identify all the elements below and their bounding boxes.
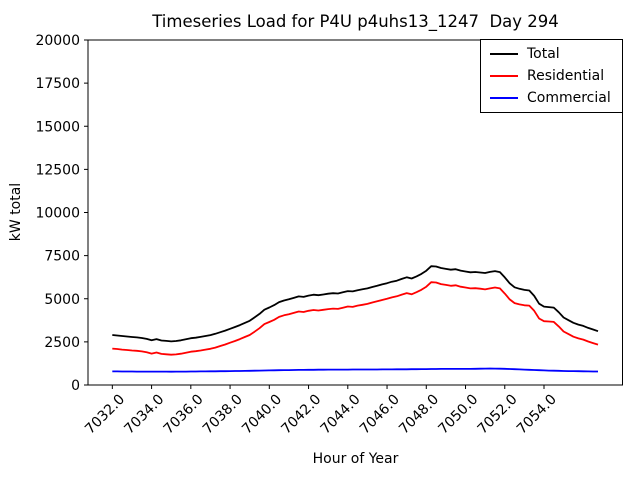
- legend-line-sample-residential: [490, 75, 518, 77]
- legend-label-residential: Residential: [527, 68, 605, 84]
- legend-label-total: Total: [527, 46, 560, 62]
- x-tick-label: 7046.0: [357, 392, 403, 438]
- series-line-total: [112, 265, 599, 343]
- y-tick-label: 20000: [35, 33, 80, 49]
- x-tick-label: 7052.0: [475, 392, 521, 438]
- chart-title: Timeseries Load for P4U p4uhs13_1247 Day…: [152, 12, 559, 31]
- legend-item-total: Total: [481, 47, 622, 61]
- x-tick-label: 7044.0: [318, 392, 364, 438]
- legend-item-residential: Residential: [481, 69, 622, 83]
- x-tick-label: 7048.0: [396, 392, 442, 438]
- y-tick-label: 2500: [44, 335, 80, 351]
- legend-label-commercial: Commercial: [527, 90, 611, 106]
- series-line-commercial: [112, 367, 598, 373]
- legend-line-sample-commercial: [490, 97, 518, 99]
- x-axis-title: Hour of Year: [312, 451, 399, 467]
- y-tick-label: 5000: [44, 292, 80, 308]
- y-tick-label: 15000: [35, 119, 80, 135]
- x-tick-label: 7054.0: [514, 392, 560, 438]
- x-tick-label: 7042.0: [278, 392, 324, 438]
- x-tick-label: 7038.0: [200, 392, 246, 438]
- y-tick-label: 12500: [35, 162, 80, 178]
- x-tick-label: 7036.0: [161, 392, 207, 438]
- series-line-residential: [112, 281, 599, 356]
- x-tick-label: 7040.0: [239, 392, 285, 438]
- y-tick-label: 10000: [35, 206, 80, 222]
- y-tick-label: 0: [71, 378, 80, 394]
- y-tick-label: 7500: [44, 249, 80, 265]
- legend-item-commercial: Commercial: [481, 91, 622, 105]
- x-tick-label: 7034.0: [121, 392, 167, 438]
- y-tick-label: 17500: [35, 76, 80, 92]
- legend-line-sample-total: [490, 53, 518, 55]
- x-tick-label: 7050.0: [435, 392, 481, 438]
- x-tick-label: 7032.0: [82, 392, 128, 438]
- legend-box: Total Residential Commercial: [480, 39, 623, 113]
- y-axis-title: kW total: [8, 182, 24, 242]
